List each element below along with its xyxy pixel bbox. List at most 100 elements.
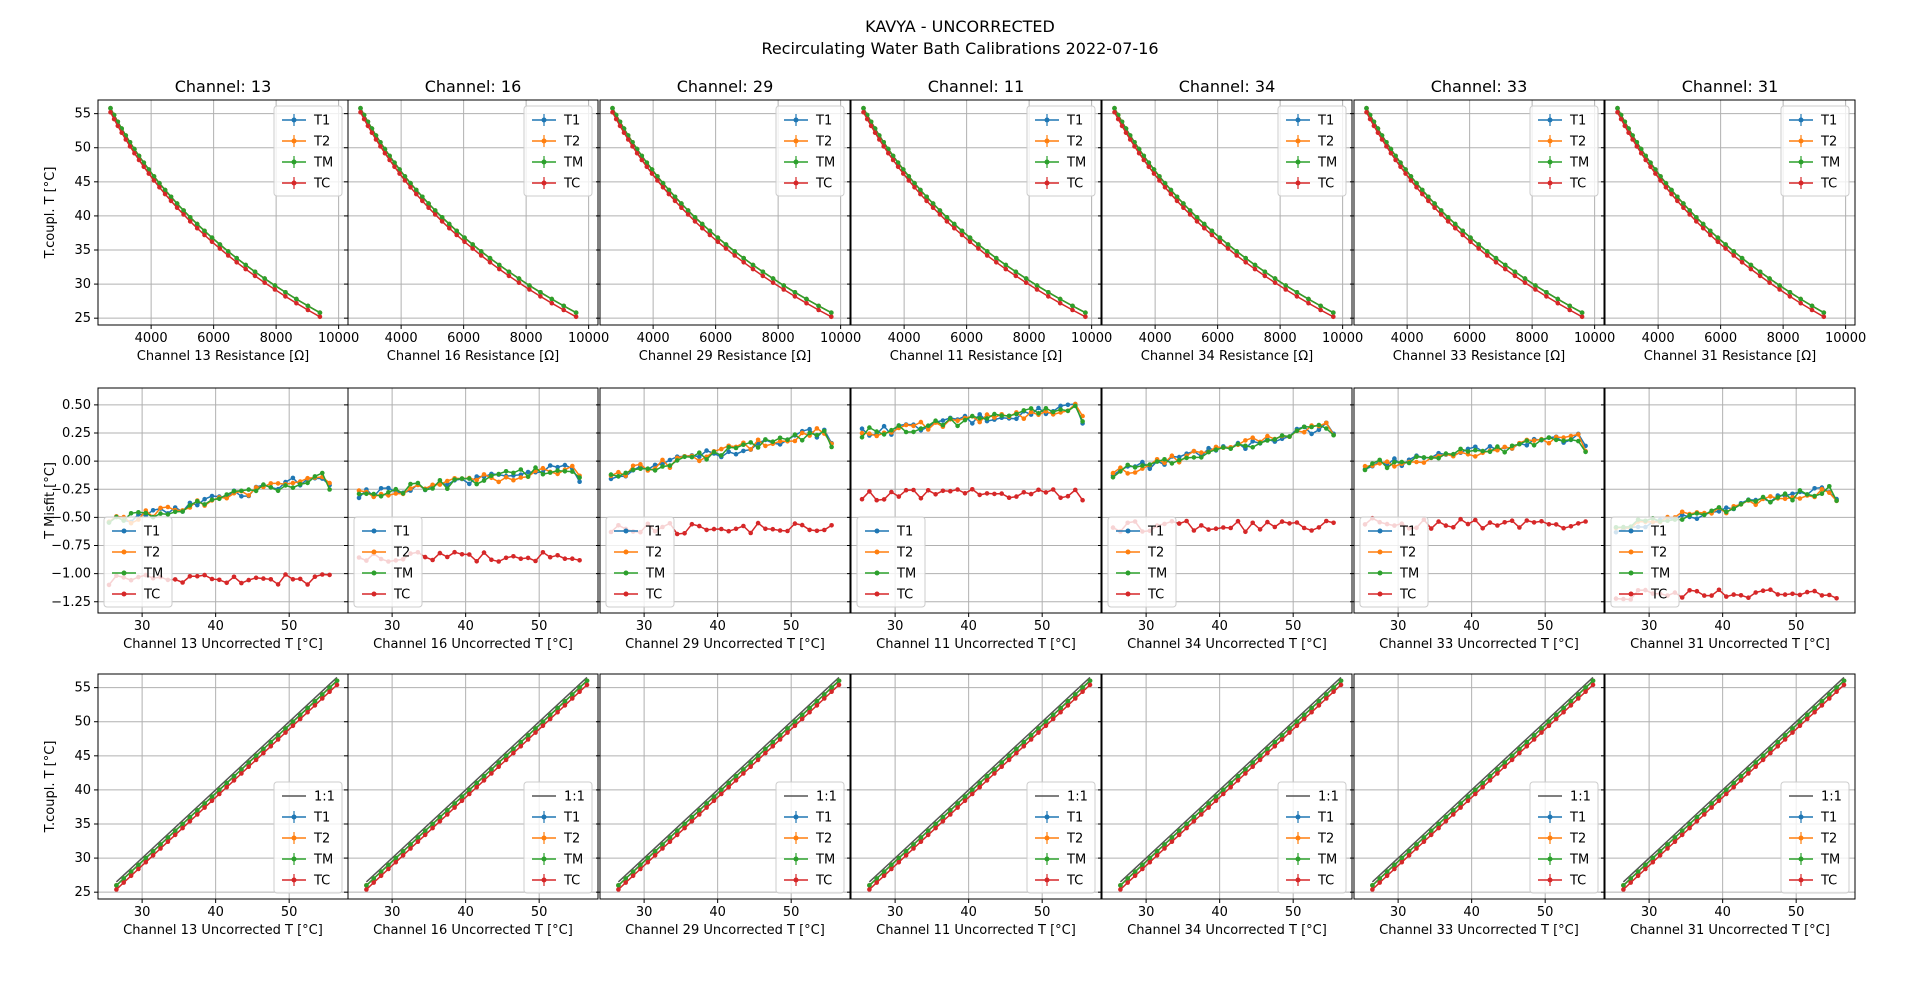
data-point-tc [294, 300, 299, 306]
data-point-tm [741, 255, 746, 261]
data-point-tc [952, 225, 957, 231]
data-point-tc [1583, 519, 1588, 524]
data-point-tm [1495, 444, 1500, 449]
legend-box [523, 105, 593, 197]
data-point-tc [562, 703, 568, 708]
data-point-tm [364, 883, 369, 888]
data-point-tc [886, 150, 891, 156]
data-point-t2 [616, 469, 621, 475]
data-point-tc [1768, 587, 1773, 592]
data-point-tm [1306, 296, 1311, 302]
data-point-tm [1553, 712, 1559, 718]
data-point-tm [420, 194, 425, 200]
data-point-tc [777, 737, 783, 742]
data-point-tc [1073, 696, 1078, 701]
y-tick-label: −0.75 [51, 539, 91, 554]
data-point-tc [944, 219, 950, 224]
data-point-tm [1050, 712, 1056, 718]
data-point-tm [1782, 733, 1788, 738]
data-point-tm [1502, 450, 1507, 455]
data-point-tm [162, 187, 168, 193]
legend-label-t1: T1 [563, 114, 580, 129]
data-point-tc [217, 577, 222, 583]
data-point-tc [1408, 178, 1414, 183]
data-point-tm [1235, 774, 1241, 779]
data-point-tm [1036, 726, 1041, 731]
one-to-one-line [365, 676, 588, 883]
data-point-tm [1687, 208, 1692, 213]
x-tick-label: 10000 [1322, 331, 1363, 346]
data-point-tm [1443, 814, 1449, 820]
data-point-tc [327, 572, 332, 578]
data-point-tm [224, 492, 229, 497]
data-point-tm [616, 474, 621, 479]
data-point-tm [1709, 801, 1714, 806]
data-point-t2 [437, 482, 443, 487]
data-point-tm [1561, 705, 1566, 711]
x-tick-label: 50 [1285, 905, 1302, 920]
data-point-tc [1080, 497, 1085, 503]
data-point-tm [136, 862, 141, 868]
data-point-tc [1524, 518, 1530, 523]
data-point-tc [1672, 839, 1678, 844]
data-point-tm [1065, 408, 1071, 414]
data-point-tc [467, 552, 472, 557]
data-point-tc [487, 260, 493, 265]
data-point-tc [1184, 825, 1189, 831]
data-point-t2 [356, 488, 362, 493]
data-point-tc [741, 771, 746, 776]
data-point-tm [1509, 753, 1515, 759]
data-point-tm [723, 242, 729, 247]
data-point-tc [430, 557, 435, 563]
data-point-tc [217, 246, 223, 251]
data-point-t2 [1377, 461, 1382, 466]
data-point-tc [1653, 171, 1658, 176]
x-axis-label: Channel 33 Uncorrected T [°C] [1379, 923, 1579, 938]
data-point-tc [547, 554, 553, 560]
data-point-tm [1174, 194, 1180, 200]
data-point-tc [1202, 225, 1207, 231]
data-point-tm [645, 855, 651, 861]
data-point-tm [454, 228, 460, 234]
data-point-tm [445, 808, 450, 813]
data-point-tm [1702, 512, 1707, 518]
data-point-tc [1228, 525, 1233, 531]
data-point-tm [202, 502, 207, 507]
data-point-tm [462, 235, 467, 240]
data-point-tm [209, 497, 215, 503]
data-point-tc [955, 805, 960, 810]
data-point-tc [874, 497, 879, 503]
data-point-tm [1841, 678, 1847, 684]
data-point-tm [1753, 499, 1758, 504]
data-point-tc [804, 300, 809, 306]
data-point-tc [1438, 212, 1444, 217]
data-point-tm [172, 828, 178, 834]
x-tick-label: 40 [1211, 905, 1228, 920]
data-point-t2 [1576, 432, 1581, 437]
data-point-tc [202, 572, 207, 578]
data-point-t2 [799, 430, 805, 436]
data-point-tm [1635, 869, 1641, 874]
legend-label-t2: T2 [1066, 135, 1083, 150]
data-point-tm [1715, 235, 1721, 240]
data-point-t2 [918, 419, 924, 425]
data-point-tc [1555, 300, 1561, 306]
data-point-tm [732, 249, 737, 254]
data-point-tm [623, 470, 628, 476]
data-point-tm [881, 869, 887, 874]
data-point-tm [924, 194, 929, 200]
data-point-tc [1057, 300, 1063, 306]
data-point-tm [356, 491, 362, 497]
data-point-tc [1036, 487, 1041, 493]
data-point-tc [474, 784, 480, 790]
data-point-tm [1512, 269, 1518, 275]
data-point-tc [829, 689, 834, 694]
data-point-tm [1768, 746, 1773, 752]
data-point-tc [748, 530, 753, 536]
data-point-tc [1209, 232, 1215, 238]
data-point-tm [1819, 699, 1825, 704]
data-point-tc [1364, 110, 1369, 115]
data-point-tc [1663, 185, 1669, 190]
